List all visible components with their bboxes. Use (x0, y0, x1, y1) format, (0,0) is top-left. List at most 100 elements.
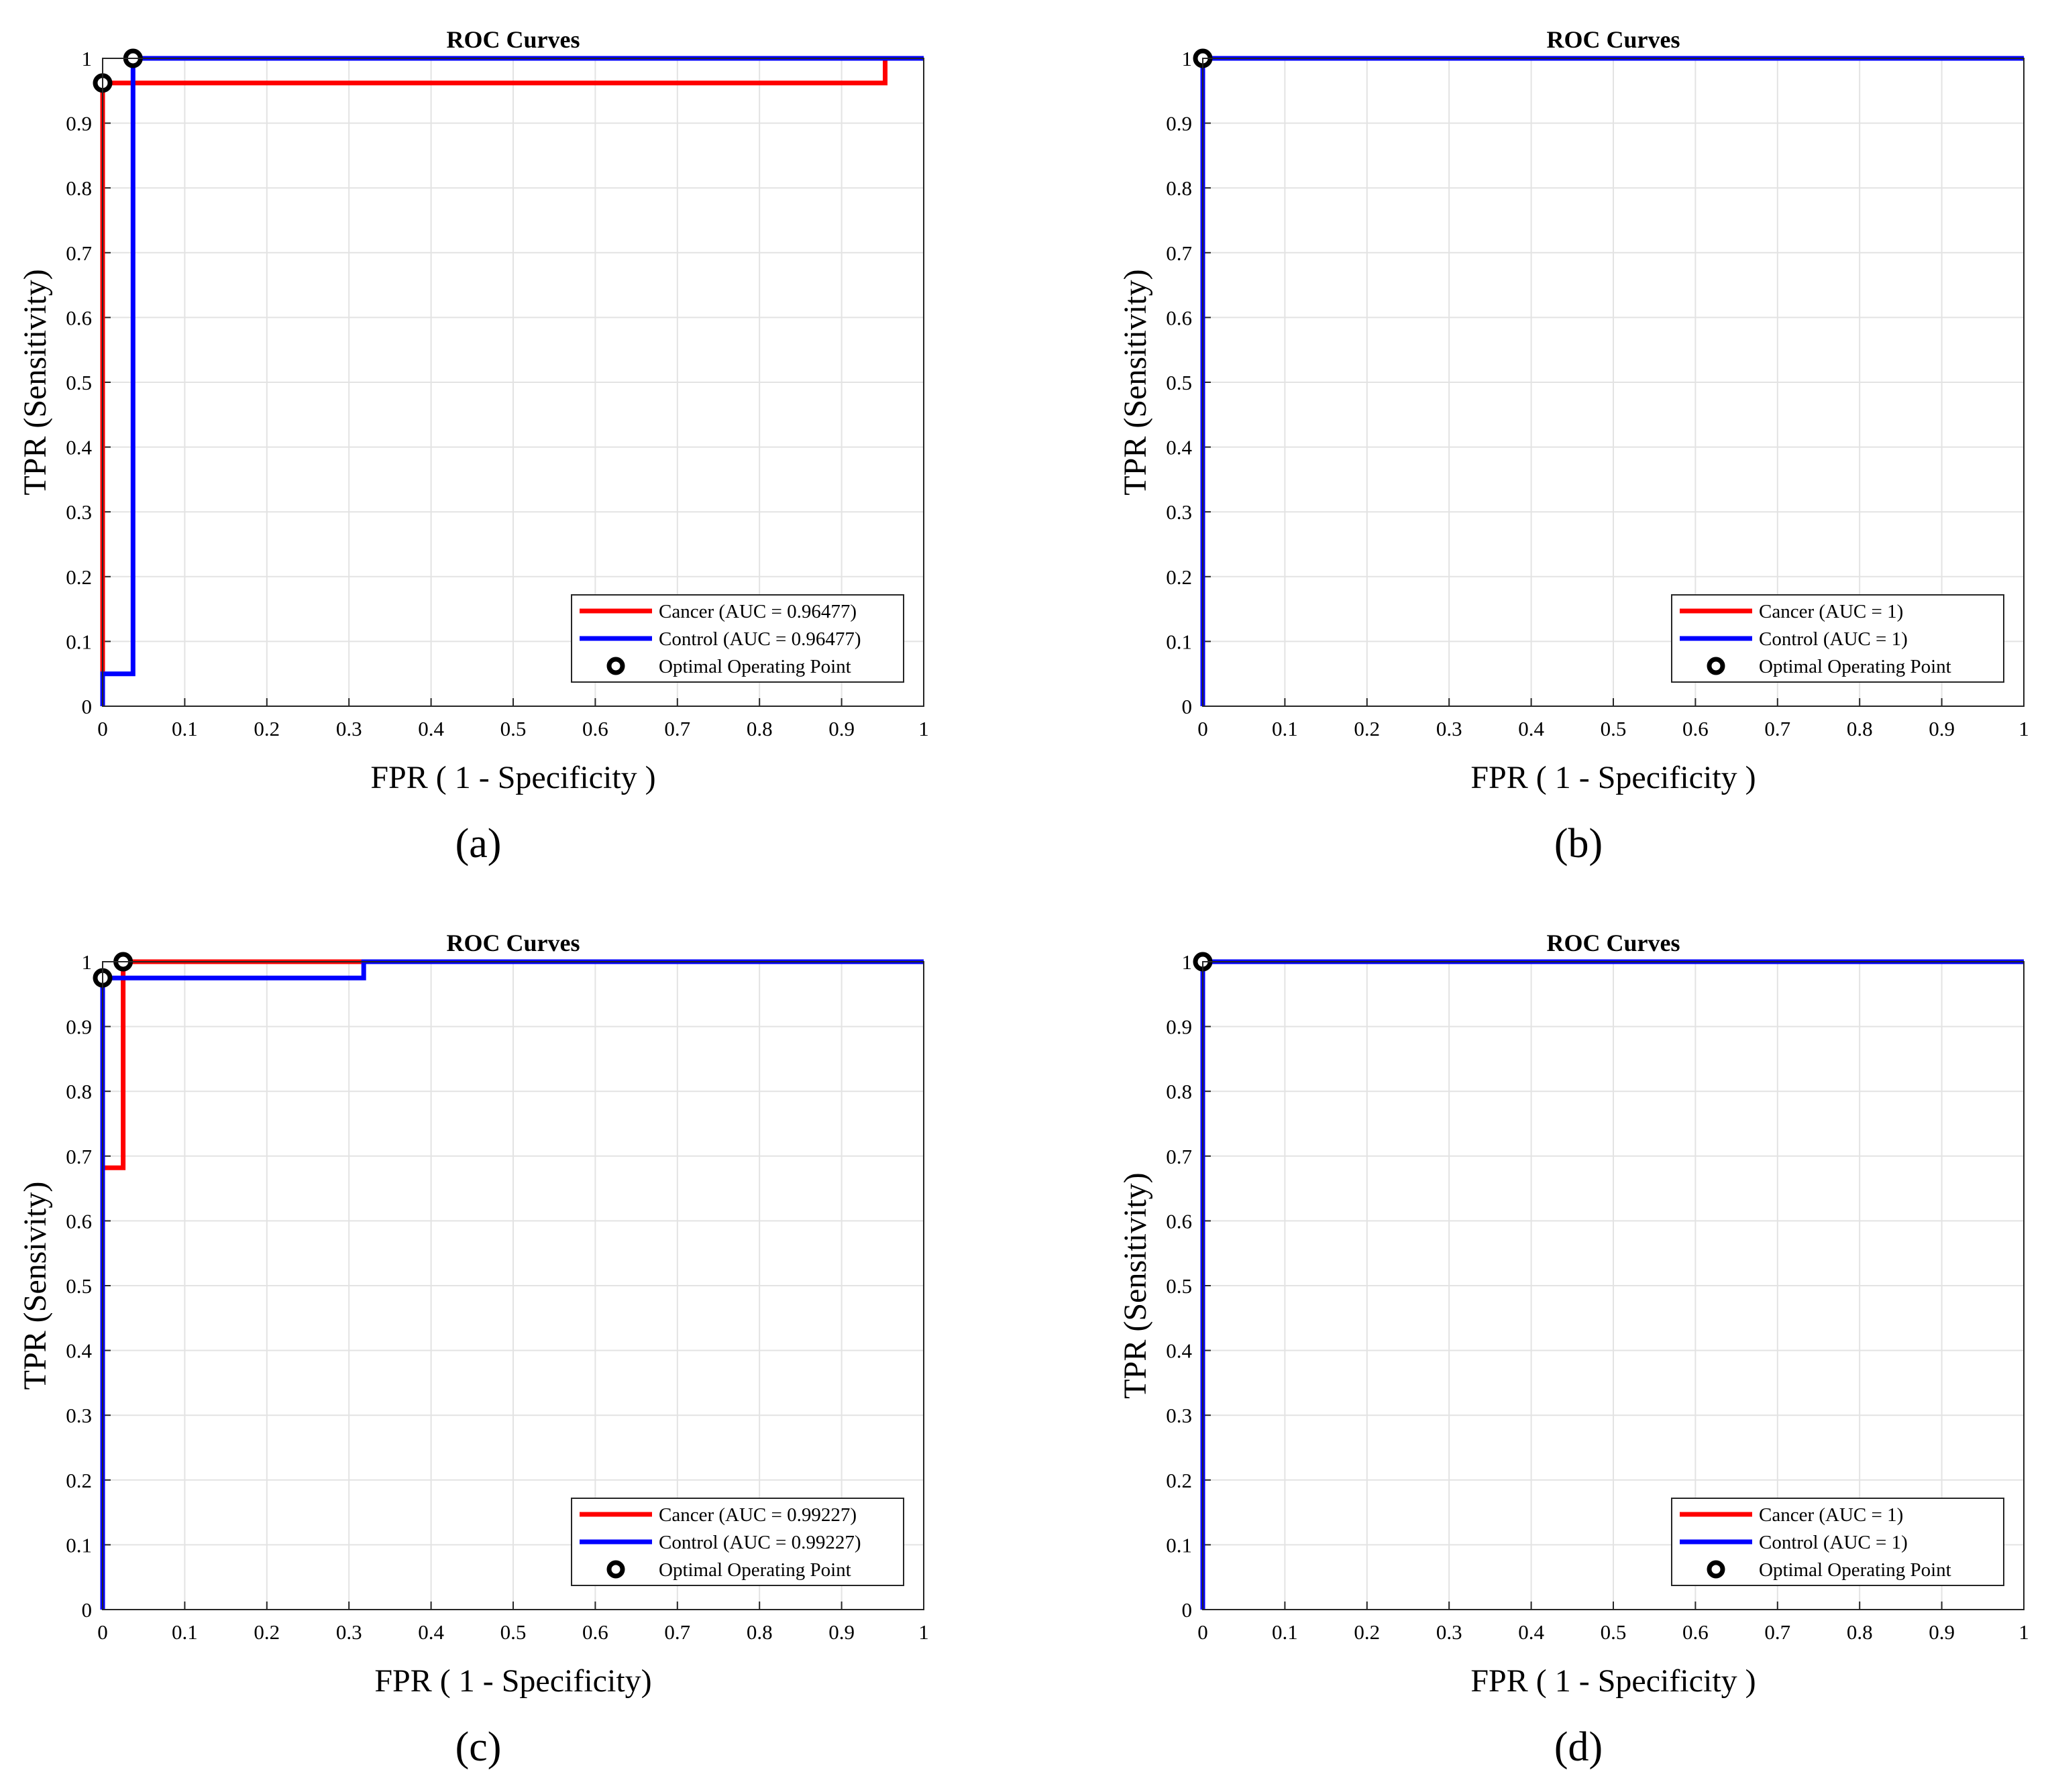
y-tick-label: 0.3 (66, 500, 92, 524)
x-tick-label: 1 (918, 1620, 929, 1644)
legend: Cancer (AUC = 0.99227) Control (AUC = 0.9… (571, 1498, 904, 1586)
x-tick-label: 0.3 (336, 1620, 362, 1644)
y-tick-label: 0.5 (66, 1274, 92, 1298)
chart-title: ROC Curves (447, 930, 580, 956)
roc-panel-d: 0 0.1 0.2 0.3 0.4 0.5 0.6 0.7 0.8 0.9 1 0 0.1 0.2 0.3 0… (1118, 930, 2029, 1770)
y-axis-label: TPR (Sensivity) (17, 1182, 53, 1390)
y-tick-label: 0.1 (1166, 1533, 1192, 1557)
y-tick-label: 0.5 (1166, 371, 1192, 394)
x-tick-label: 0.5 (1601, 717, 1627, 740)
y-tick-label: 0.3 (1166, 1404, 1192, 1427)
x-tick-label: 0.7 (664, 717, 690, 740)
y-tick-label: 0.7 (1166, 241, 1192, 265)
panel-caption: (b) (1554, 821, 1603, 866)
legend-control-label: Control (AUC = 1) (1759, 1532, 1908, 1553)
legend-optimal-label: Optimal Operating Point (1759, 656, 1951, 677)
y-tick-label: 0 (82, 695, 93, 718)
legend-optimal-label: Optimal Operating Point (659, 656, 851, 677)
y-tick-label: 0.4 (1166, 436, 1192, 459)
x-tick-label: 0.7 (1764, 1620, 1790, 1644)
plot-frame (102, 961, 924, 1610)
y-tick-label: 1 (1182, 47, 1193, 70)
y-axis-label: TPR (Sensitivity) (1118, 269, 1153, 495)
legend: Cancer (AUC = 1) Control (AUC = 1) Optimal… (1671, 1498, 2004, 1586)
x-tick-label: 0 (97, 1620, 108, 1644)
x-tick-label: 0.8 (1847, 1620, 1873, 1644)
y-tick-label: 0.9 (1166, 112, 1192, 135)
y-tick-label: 1 (82, 47, 93, 70)
y-tick-label: 0 (1182, 1598, 1193, 1622)
roc-panel-b: 0 0.1 0.2 0.3 0.4 0.5 0.6 0.7 0.8 0.9 1 0 0.1 0.2 0.3 0… (1118, 26, 2029, 866)
y-tick-label: 0.1 (1166, 630, 1192, 653)
x-tick-label: 0.9 (1929, 717, 1955, 740)
legend-control-label: Control (AUC = 0.96477) (659, 628, 861, 650)
legend-control-label: Control (AUC = 1) (1759, 628, 1908, 650)
y-tick-label: 0.7 (1166, 1145, 1192, 1168)
legend-optimal-marker (606, 1560, 625, 1579)
y-tick-label: 0.6 (66, 306, 92, 329)
roc-panel-a: 0 0.1 0.2 0.3 0.4 0.5 0.6 0.7 0.8 0.9 1 0 0.1 0.2 0.3 0… (17, 26, 929, 866)
legend: Cancer (AUC = 0.96477) Control (AUC = 0.9… (571, 594, 904, 683)
legend-optimal-marker (1707, 1560, 1725, 1579)
y-tick-label: 0.4 (66, 1339, 92, 1363)
legend-cancer-label: Cancer (AUC = 0.96477) (659, 601, 857, 622)
x-tick-label: 1 (2018, 1620, 2029, 1644)
roc-panel-c: 0 0.1 0.2 0.3 0.4 0.5 0.6 0.7 0.8 0.9 1 0 0.1 0.2 0.3 0… (17, 930, 929, 1770)
x-tick-label: 0.6 (582, 1620, 608, 1644)
y-tick-label: 0.6 (1166, 306, 1192, 329)
y-axis-label: TPR (Sensitivity) (17, 269, 53, 495)
x-tick-label: 0.8 (747, 717, 773, 740)
y-tick-label: 0.7 (66, 241, 92, 265)
chart-title: ROC Curves (447, 26, 580, 53)
y-tick-label: 0.8 (66, 176, 92, 200)
x-tick-label: 0.6 (1682, 1620, 1709, 1644)
y-tick-label: 0.3 (66, 1404, 92, 1427)
x-tick-label: 0 (1197, 1620, 1208, 1644)
x-tick-label: 0 (1197, 717, 1208, 740)
x-tick-label: 0.1 (1272, 717, 1298, 740)
y-tick-label: 0.2 (66, 1469, 92, 1492)
panel-caption: (c) (455, 1724, 502, 1770)
legend-cancer-label: Cancer (AUC = 0.99227) (659, 1504, 857, 1526)
x-tick-label: 1 (2018, 717, 2029, 740)
y-tick-label: 0.8 (1166, 1080, 1192, 1103)
plot-frame (102, 58, 924, 707)
y-tick-label: 0.1 (66, 630, 92, 653)
x-tick-label: 0.4 (1518, 1620, 1544, 1644)
y-tick-label: 1 (1182, 950, 1193, 974)
x-axis-label: FPR ( 1 - Specificity ) (1470, 1663, 1756, 1699)
legend-control-label: Control (AUC = 0.99227) (659, 1532, 861, 1553)
x-tick-label: 0.7 (664, 1620, 690, 1644)
x-tick-label: 0.2 (254, 1620, 280, 1644)
y-tick-label: 0.8 (1166, 176, 1192, 200)
y-tick-label: 0.4 (1166, 1339, 1192, 1363)
legend-optimal-label: Optimal Operating Point (659, 1559, 851, 1581)
y-tick-label: 0.5 (66, 371, 92, 394)
y-tick-label: 0.9 (1166, 1015, 1192, 1039)
x-tick-label: 0.8 (747, 1620, 773, 1644)
y-tick-label: 0.9 (66, 1015, 92, 1039)
legend: Cancer (AUC = 1) Control (AUC = 1) Optimal… (1671, 594, 2004, 683)
x-tick-label: 0.7 (1764, 717, 1790, 740)
x-axis-label: FPR ( 1 - Specificity ) (370, 760, 655, 795)
chart-title: ROC Curves (1547, 26, 1680, 53)
x-tick-label: 0.4 (1518, 717, 1544, 740)
panel-caption: (d) (1554, 1724, 1603, 1770)
legend-cancer-label: Cancer (AUC = 1) (1759, 601, 1903, 622)
x-tick-label: 0.4 (418, 1620, 444, 1644)
y-tick-label: 0.2 (66, 565, 92, 589)
panel-caption: (a) (455, 821, 502, 866)
y-tick-label: 0.3 (1166, 500, 1192, 524)
x-tick-label: 0.9 (828, 1620, 855, 1644)
x-tick-label: 0.8 (1847, 717, 1873, 740)
y-tick-label: 0.4 (66, 436, 92, 459)
x-tick-label: 0.3 (1436, 717, 1462, 740)
legend-optimal-label: Optimal Operating Point (1759, 1559, 1951, 1581)
x-tick-label: 0.1 (172, 717, 198, 740)
plot-frame (1202, 58, 2025, 707)
x-tick-label: 0.3 (336, 717, 362, 740)
x-tick-label: 0.6 (582, 717, 608, 740)
plot-frame (1202, 961, 2025, 1610)
x-tick-label: 0.4 (418, 717, 444, 740)
